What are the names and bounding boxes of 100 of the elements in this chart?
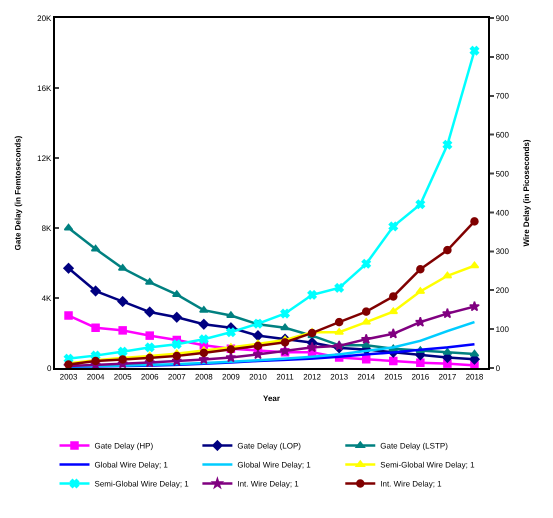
x-tick-label: 2017 (438, 372, 457, 382)
y2-axis-title: Wire Delay (in Picoseconds) (522, 139, 532, 247)
x-tick-label: 2016 (411, 372, 430, 382)
point (470, 350, 480, 356)
point (118, 326, 127, 335)
x-tick-label: 2011 (276, 372, 294, 382)
y2-tick-label: 700 (496, 92, 510, 101)
point (334, 283, 344, 293)
y2-tick-label: 200 (496, 286, 510, 296)
y2-tick-label: 900 (496, 14, 510, 23)
point (118, 346, 128, 356)
point (171, 312, 182, 323)
point (306, 342, 318, 352)
point (416, 264, 425, 274)
x-tick-label: 2004 (86, 372, 106, 382)
point (362, 355, 370, 364)
point (442, 308, 453, 318)
point (307, 290, 317, 300)
point (145, 354, 154, 362)
point (91, 324, 100, 332)
y2-tick-label: 800 (496, 52, 510, 62)
point (280, 345, 290, 356)
y2-tick-label: 500 (496, 169, 510, 178)
y-tick-label: 8K (42, 224, 52, 233)
point (470, 217, 479, 226)
point (118, 264, 128, 271)
point (442, 140, 452, 150)
point (443, 246, 452, 254)
point (442, 348, 452, 355)
point (389, 292, 398, 301)
point (144, 306, 156, 318)
legend-label: Gate Delay (LOP) (237, 442, 302, 451)
legend-label: Global Wire Delay; 1 (237, 460, 312, 470)
point (388, 328, 399, 338)
x-tick-label: 2007 (168, 372, 186, 382)
x-tick-label: 2006 (140, 372, 160, 382)
legend-label: Int. Wire Delay; 1 (380, 480, 442, 489)
point (470, 261, 480, 268)
x-tick-label: 2010 (249, 372, 268, 382)
point (172, 340, 182, 349)
y-axis-title: Gate Delay (in Femtoseconds) (13, 135, 22, 250)
point (172, 352, 182, 360)
x-tick-label: 2008 (194, 372, 214, 382)
x-tick-label: 2018 (466, 372, 484, 382)
x-tick-label: 2013 (330, 372, 349, 382)
point (388, 307, 398, 314)
point (362, 307, 370, 316)
point (416, 287, 426, 294)
point (64, 224, 74, 230)
point (469, 300, 480, 312)
legend-label: Int. Wire Delay; 1 (237, 480, 300, 489)
point (254, 342, 262, 350)
y2-tick-label: 600 (496, 130, 510, 140)
point (252, 330, 264, 341)
point (200, 348, 208, 358)
point (226, 311, 236, 318)
point (145, 342, 154, 352)
y2-tick-label: 0 (496, 364, 501, 373)
x-tick-label: 2009 (222, 372, 240, 382)
point (389, 356, 398, 366)
point (118, 355, 127, 364)
point (226, 352, 236, 362)
x-tick-label: 2014 (357, 372, 376, 382)
y-tick-label: 16K (37, 84, 52, 93)
point (334, 318, 344, 326)
y2-tick-label: 300 (496, 247, 510, 256)
point (90, 286, 101, 296)
point (388, 222, 398, 232)
point (414, 316, 426, 327)
point (198, 318, 210, 330)
y-tick-label: 4K (42, 294, 52, 303)
x-tick-label: 2015 (384, 372, 403, 382)
point (334, 340, 345, 351)
point (442, 272, 452, 278)
point (199, 334, 209, 344)
legend-label: Gate Delay (HP) (94, 442, 154, 451)
point (280, 338, 290, 347)
point (280, 324, 290, 330)
point (252, 348, 264, 360)
point (470, 46, 480, 56)
point (90, 244, 100, 252)
point (226, 328, 236, 337)
point (64, 311, 73, 320)
x-axis-title: Year (263, 394, 280, 404)
y-tick-label: 20K (37, 14, 52, 23)
point (199, 306, 209, 313)
x-tick-label: 2012 (303, 372, 322, 382)
legend-label: Gate Delay (LSTP) (380, 442, 448, 451)
point (63, 262, 74, 274)
x-tick-label: 2003 (60, 372, 78, 382)
point (362, 259, 371, 268)
point (334, 328, 344, 335)
y2-tick-label: 100 (496, 324, 510, 334)
legend-label: Global Wire Delay; 1 (94, 460, 168, 470)
point (360, 334, 372, 344)
y-tick-label: 12K (37, 154, 52, 163)
legend-label: Semi-Global Wire Delay; 1 (94, 480, 190, 489)
y2-tick-label: 400 (496, 208, 510, 218)
point (280, 308, 290, 318)
point (91, 356, 100, 366)
